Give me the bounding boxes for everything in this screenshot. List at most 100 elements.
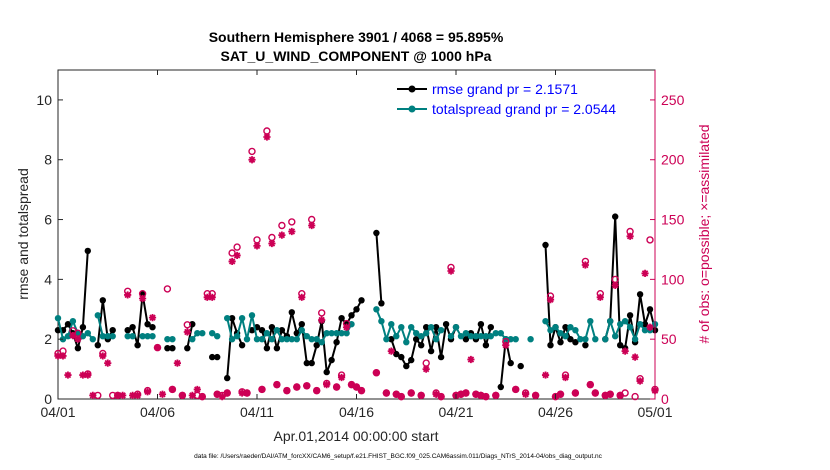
spread-point <box>224 315 231 322</box>
spread-point <box>621 318 629 325</box>
legend-rmse-label: rmse grand pr = 2.1571 <box>432 81 578 97</box>
x-tick-label: 04/26 <box>538 404 573 420</box>
spread-point <box>283 336 291 343</box>
rmse-point <box>164 345 171 352</box>
rmse-point <box>278 327 286 334</box>
obs-assimilated-marker <box>69 331 77 340</box>
obs-assimilated-marker <box>208 293 216 301</box>
spread-point <box>94 312 102 319</box>
obs-assimilated-marker <box>263 133 271 141</box>
rmse-point <box>547 342 554 349</box>
obs-assimilated-marker <box>616 391 624 400</box>
obs-assimilated-marker <box>178 391 186 400</box>
spread-point <box>403 339 410 346</box>
obs-possible-marker <box>248 147 256 156</box>
rmse-point <box>557 339 564 346</box>
obs-assimilated-marker <box>641 269 649 277</box>
obs-assimilated-marker <box>213 390 221 398</box>
spread-point <box>398 324 405 331</box>
obs-possible-marker <box>646 236 654 244</box>
obs-assimilated-marker <box>333 383 341 391</box>
rmse-point <box>427 347 435 355</box>
spread-point <box>129 333 136 340</box>
spread-point <box>109 333 116 340</box>
obs-assimilated-marker <box>313 387 321 395</box>
spread-point <box>388 321 395 328</box>
obs-assimilated-marker <box>183 328 191 336</box>
x-tick-label: 05/01 <box>637 404 672 420</box>
obs-assimilated-marker <box>218 393 226 401</box>
rmse-point <box>134 342 141 349</box>
obs-assimilated-marker <box>74 335 82 343</box>
obs-assimilated-marker <box>636 377 644 385</box>
obs-assimilated-marker <box>611 281 619 289</box>
spread-point <box>577 336 584 343</box>
obs-assimilated-marker <box>357 387 366 395</box>
spread-point <box>263 330 271 337</box>
obs-assimilated-marker <box>158 390 167 398</box>
spread-point <box>84 330 92 337</box>
obs-assimilated-marker <box>134 391 142 400</box>
obs-assimilated-marker <box>342 323 351 331</box>
obs-assimilated-marker <box>546 296 555 304</box>
obs-assimilated-marker <box>119 391 127 400</box>
rmse-point <box>333 339 340 346</box>
rmse-point <box>99 297 107 304</box>
spread-point <box>413 330 420 337</box>
obs-assimilated-marker <box>512 385 520 394</box>
spread-point <box>243 336 251 343</box>
obs-assimilated-marker <box>586 381 594 389</box>
spread-point <box>308 336 315 343</box>
obs-assimilated-marker <box>188 391 196 400</box>
rmse-point <box>437 353 445 361</box>
rmse-point <box>507 359 514 367</box>
y-tick-label-right: 100 <box>661 271 685 287</box>
obs-assimilated-marker <box>397 393 405 401</box>
obs-assimilated-marker <box>273 381 281 389</box>
spread-point <box>383 336 390 343</box>
rmse-point <box>612 213 619 220</box>
spread-point <box>253 336 261 343</box>
spread-point <box>552 324 559 331</box>
rmse-point <box>258 327 266 334</box>
obs-assimilated-marker <box>168 385 177 394</box>
spread-point <box>323 330 330 337</box>
rmse-point <box>442 321 450 328</box>
spread-point <box>313 336 320 343</box>
spread-point <box>582 336 589 343</box>
rmse-point <box>572 339 579 346</box>
y-tick-label-left: 6 <box>44 212 52 228</box>
obs-assimilated-marker <box>283 387 291 395</box>
spread-point <box>602 336 609 343</box>
y-tick-label-right: 0 <box>661 391 669 407</box>
spread-point <box>69 318 77 325</box>
spread-point <box>423 330 430 337</box>
rmse-point <box>144 321 151 328</box>
legend-spread-label: totalspread grand pr = 2.0544 <box>432 101 616 117</box>
rmse-point <box>129 324 136 331</box>
obs-possible-marker <box>318 309 326 317</box>
spread-point <box>268 336 276 343</box>
obs-assimilated-marker <box>148 314 157 322</box>
spread-point <box>512 336 519 343</box>
spread-point <box>298 327 305 334</box>
rmse-point <box>214 353 221 361</box>
spread-point <box>214 333 221 340</box>
spread-point <box>378 318 385 325</box>
rmse-point <box>313 342 320 349</box>
spread-point <box>547 327 554 334</box>
obs-assimilated-marker <box>352 383 361 391</box>
rmse-point <box>64 321 72 328</box>
spread-point <box>641 327 649 334</box>
obs-assimilated-marker <box>79 371 87 379</box>
obs-assimilated-marker <box>193 385 201 394</box>
obs-assimilated-marker <box>601 391 609 400</box>
rmse-point <box>353 306 360 313</box>
obs-assimilated-marker <box>59 352 67 360</box>
rmse-point <box>169 345 176 352</box>
rmse-point <box>477 321 485 328</box>
rmse-point <box>149 324 156 331</box>
obs-assimilated-marker <box>482 393 490 401</box>
rmse-point <box>238 342 246 349</box>
